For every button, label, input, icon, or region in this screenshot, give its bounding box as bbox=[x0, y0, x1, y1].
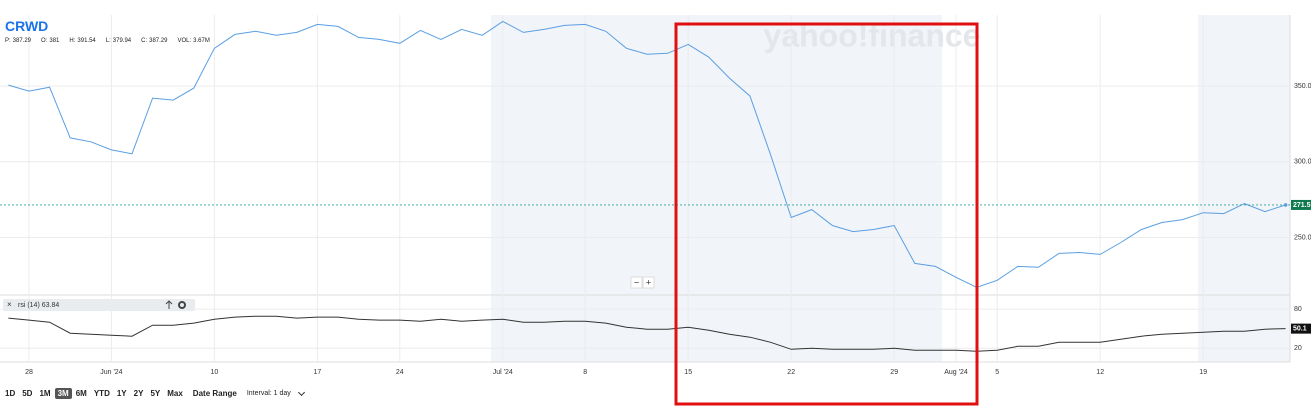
range-button[interactable]: 5Y bbox=[150, 389, 161, 398]
last-value-tag bbox=[1291, 199, 1311, 210]
zoom-button[interactable] bbox=[630, 276, 643, 289]
range-button[interactable]: 1D bbox=[5, 389, 16, 398]
period-shade bbox=[491, 15, 942, 362]
x-tick-label: 12 bbox=[1096, 369, 1104, 376]
quote-item: O: 381 bbox=[41, 38, 64, 44]
zoom-label[interactable]: − bbox=[634, 277, 639, 287]
study-chip bbox=[3, 299, 195, 311]
quote-key: O: bbox=[41, 38, 48, 44]
x-tick-label: 29 bbox=[890, 369, 898, 376]
symbol: CRWD bbox=[5, 18, 49, 34]
last-value-tag bbox=[1291, 323, 1311, 334]
quote-key: L: bbox=[105, 38, 111, 44]
zoom-button[interactable] bbox=[642, 276, 655, 289]
range-toolbar: 1D 5D 1M 3M 6M YTD 1Y 2Y 5Y Max Date Range Interval… bbox=[2, 388, 305, 399]
quote-value: 381 bbox=[49, 38, 60, 44]
range-button[interactable]: 3M bbox=[54, 388, 72, 399]
highlight-box bbox=[674, 22, 979, 406]
range-button[interactable]: 5D bbox=[22, 389, 33, 398]
interval-select[interactable]: Interval: 1 day bbox=[246, 390, 291, 397]
range-button[interactable]: Max bbox=[167, 389, 183, 398]
quote-item: C: 387.29 bbox=[141, 38, 172, 44]
quote-value: 387.29 bbox=[149, 38, 168, 44]
period-shade bbox=[1198, 15, 1290, 362]
study-close[interactable]: × bbox=[7, 300, 12, 309]
y2-tick-label: 20 bbox=[1294, 345, 1302, 352]
range-button[interactable]: 1M bbox=[39, 389, 51, 398]
y2-tick-label: 80 bbox=[1294, 306, 1302, 313]
x-tick-label: Jun '24 bbox=[100, 369, 122, 376]
quote-item: P: 387.29 bbox=[5, 38, 36, 44]
study-up[interactable] bbox=[165, 300, 173, 309]
last-value-label: 50.1 bbox=[1293, 325, 1307, 332]
x-tick-label: 28 bbox=[25, 369, 33, 376]
quote-key: VOL: bbox=[177, 38, 192, 44]
last-value-label: 271.5 bbox=[1293, 202, 1311, 209]
range-button[interactable]: 1Y bbox=[116, 389, 127, 398]
x-tick-label: 17 bbox=[314, 369, 322, 376]
x-tick-label: 5 bbox=[995, 369, 999, 376]
study-label: rsi (14) 63.84 bbox=[18, 302, 59, 309]
x-tick-label: 10 bbox=[211, 369, 219, 376]
range-button[interactable]: 6M bbox=[75, 389, 87, 398]
quote-key: P: bbox=[5, 38, 11, 44]
y-tick-label: 300.0 bbox=[1294, 159, 1311, 166]
range-button[interactable]: 2Y bbox=[133, 389, 144, 398]
date-range-button[interactable]: Date Range bbox=[192, 389, 237, 398]
x-tick-label: 8 bbox=[583, 369, 587, 376]
y-tick-label: 350.0 bbox=[1294, 83, 1311, 90]
price-line bbox=[8, 20, 1286, 288]
price-line bbox=[8, 315, 1286, 352]
interval-caret[interactable] bbox=[297, 388, 305, 396]
range-button[interactable]: YTD bbox=[93, 389, 110, 398]
quote-item: VOL: 3.67M bbox=[177, 38, 214, 44]
quote-value: 387.29 bbox=[12, 38, 32, 44]
last-point bbox=[1283, 203, 1288, 207]
x-tick-label: 15 bbox=[684, 369, 692, 376]
y-tick-label: 250.0 bbox=[1294, 234, 1311, 241]
quote-item: H: 391.54 bbox=[69, 38, 100, 44]
quote-key: H: bbox=[69, 38, 76, 44]
x-tick-label: 19 bbox=[1199, 369, 1207, 376]
quote-row: P: 387.29 O: 381 H: 391.54 L: 379.94 C: 387.29 VOL… bbox=[5, 38, 220, 44]
x-tick-label: Aug '24 bbox=[944, 369, 968, 376]
quote-item: L: 379.94 bbox=[106, 38, 136, 44]
quote-key: C: bbox=[141, 38, 148, 44]
x-tick-label: 22 bbox=[787, 369, 795, 376]
x-tick-label: 24 bbox=[396, 369, 404, 376]
zoom-label[interactable]: + bbox=[646, 277, 651, 287]
study-settings[interactable] bbox=[178, 301, 186, 309]
x-tick-label: Jul '24 bbox=[493, 369, 513, 376]
quote-value: 379.94 bbox=[112, 38, 132, 44]
quote-value: 3.67M bbox=[193, 38, 210, 44]
quote-value: 391.54 bbox=[77, 38, 96, 44]
